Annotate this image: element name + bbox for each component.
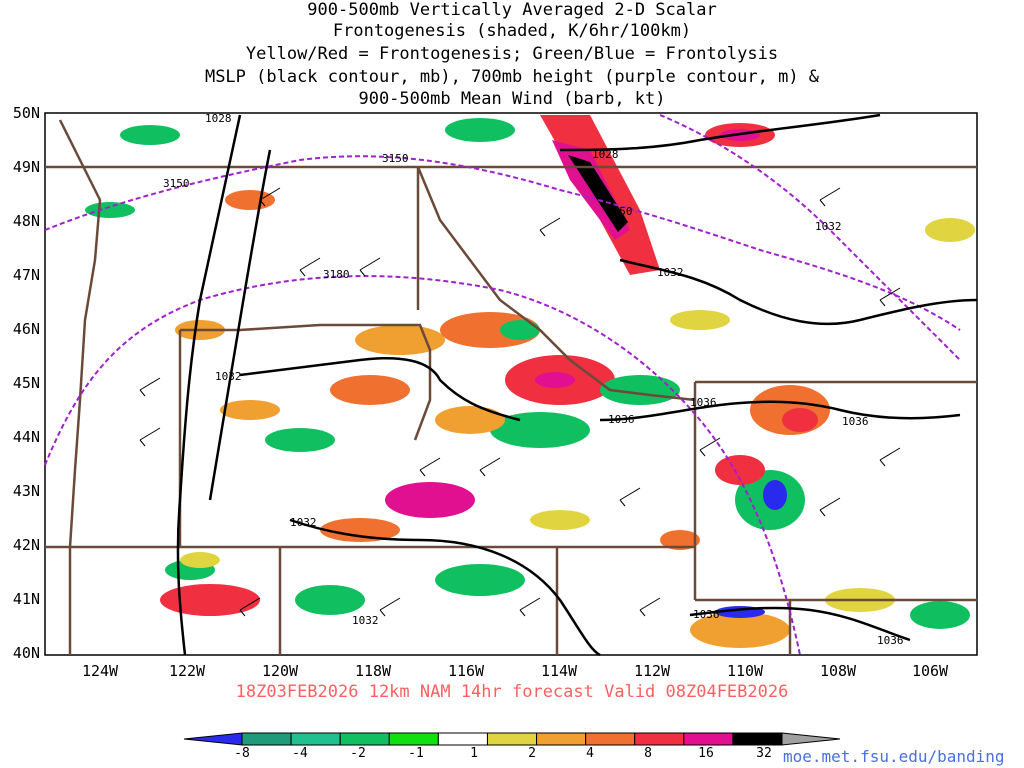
mslp-label: 1032 bbox=[290, 516, 317, 529]
lon-label: 106W bbox=[911, 662, 949, 680]
credit-link[interactable]: moe.met.fsu.edu/banding bbox=[783, 747, 1005, 766]
colorbar-label: 1 bbox=[470, 746, 478, 761]
lat-label: 47N bbox=[12, 266, 40, 284]
mslp-label: 1032 bbox=[815, 220, 842, 233]
colorbar-label: -4 bbox=[292, 746, 308, 761]
lat-label: 50N bbox=[12, 104, 40, 122]
colorbar-cell bbox=[388, 732, 439, 746]
wind-barbs bbox=[139, 187, 901, 617]
title-line-3: Yellow/Red = Frontogenesis; Green/Blue =… bbox=[245, 44, 779, 64]
height-label: 3150 bbox=[382, 152, 409, 165]
lon-label: 124W bbox=[81, 662, 119, 680]
colorbar-cell bbox=[781, 732, 841, 746]
mslp-label: 1032 bbox=[215, 370, 242, 383]
colorbar-cell bbox=[183, 732, 243, 746]
mslp-label: 1036 bbox=[690, 396, 717, 409]
colorbar-label: -1 bbox=[408, 746, 424, 761]
colorbar-cell bbox=[536, 732, 587, 746]
colorbar-cell bbox=[634, 732, 685, 746]
height-contours bbox=[44, 114, 961, 656]
lat-label: 43N bbox=[12, 482, 40, 500]
mslp-label: 1032 bbox=[352, 614, 379, 627]
colorbar-label: -2 bbox=[350, 746, 366, 761]
frontogenesis-shading bbox=[85, 115, 975, 648]
colorbar bbox=[183, 732, 841, 746]
height-label: 3180 bbox=[323, 268, 350, 281]
lon-label: 114W bbox=[540, 662, 578, 680]
colorbar-cell bbox=[585, 732, 636, 746]
lon-label: 122W bbox=[168, 662, 206, 680]
lon-label: 118W bbox=[354, 662, 392, 680]
colorbar-cell bbox=[437, 732, 488, 746]
lon-label: 120W bbox=[261, 662, 299, 680]
colorbar-label: 8 bbox=[644, 746, 652, 761]
colorbar-cell bbox=[683, 732, 734, 746]
colorbar-cell bbox=[486, 732, 538, 746]
colorbar-cell bbox=[290, 732, 341, 746]
mslp-label: 1036 bbox=[842, 415, 869, 428]
colorbar-cell bbox=[339, 732, 390, 746]
lat-label: 41N bbox=[12, 590, 40, 608]
lon-label: 110W bbox=[726, 662, 764, 680]
lat-label: 44N bbox=[12, 428, 40, 446]
mslp-label: 1028 bbox=[205, 112, 232, 125]
mslp-label: 1028 bbox=[592, 148, 619, 161]
lon-label: 108W bbox=[819, 662, 857, 680]
colorbar-label: 4 bbox=[586, 746, 594, 761]
colorbar-label: 16 bbox=[698, 746, 714, 761]
lat-label: 40N bbox=[12, 644, 40, 662]
height-label: 3150 bbox=[606, 205, 633, 218]
political-borders bbox=[45, 119, 977, 655]
title-line-4: MSLP (black contour, mb), 700mb height (… bbox=[204, 67, 820, 87]
lat-label: 48N bbox=[12, 212, 40, 230]
height-label: 3150 bbox=[163, 177, 190, 190]
mslp-label: 1036 bbox=[693, 608, 720, 621]
colorbar-label: -8 bbox=[234, 746, 250, 761]
title-line-1: 900-500mb Vertically Averaged 2-D Scalar bbox=[307, 0, 717, 20]
lon-label: 112W bbox=[633, 662, 671, 680]
colorbar-label: 32 bbox=[756, 746, 772, 761]
lat-label: 45N bbox=[12, 374, 40, 392]
lat-label: 46N bbox=[12, 320, 40, 338]
colorbar-cell bbox=[241, 732, 292, 746]
lat-label: 42N bbox=[12, 536, 40, 554]
contour-labels: 1028 1028 1032 1032 1032 1032 1036 1036 … bbox=[163, 112, 904, 647]
forecast-valid-line: 18Z03FEB2026 12km NAM 14hr forecast Vali… bbox=[235, 682, 789, 702]
lat-label: 49N bbox=[12, 158, 40, 176]
title-line-5: 900-500mb Mean Wind (barb, kt) bbox=[358, 89, 666, 109]
mslp-label: 1036 bbox=[608, 413, 635, 426]
title-line-2: Frontogenesis (shaded, K/6hr/100km) bbox=[332, 21, 692, 41]
colorbar-cell bbox=[732, 732, 783, 746]
mslp-label: 1036 bbox=[877, 634, 904, 647]
mslp-label: 1032 bbox=[657, 266, 684, 279]
lon-label: 116W bbox=[447, 662, 485, 680]
colorbar-label: 2 bbox=[528, 746, 536, 761]
